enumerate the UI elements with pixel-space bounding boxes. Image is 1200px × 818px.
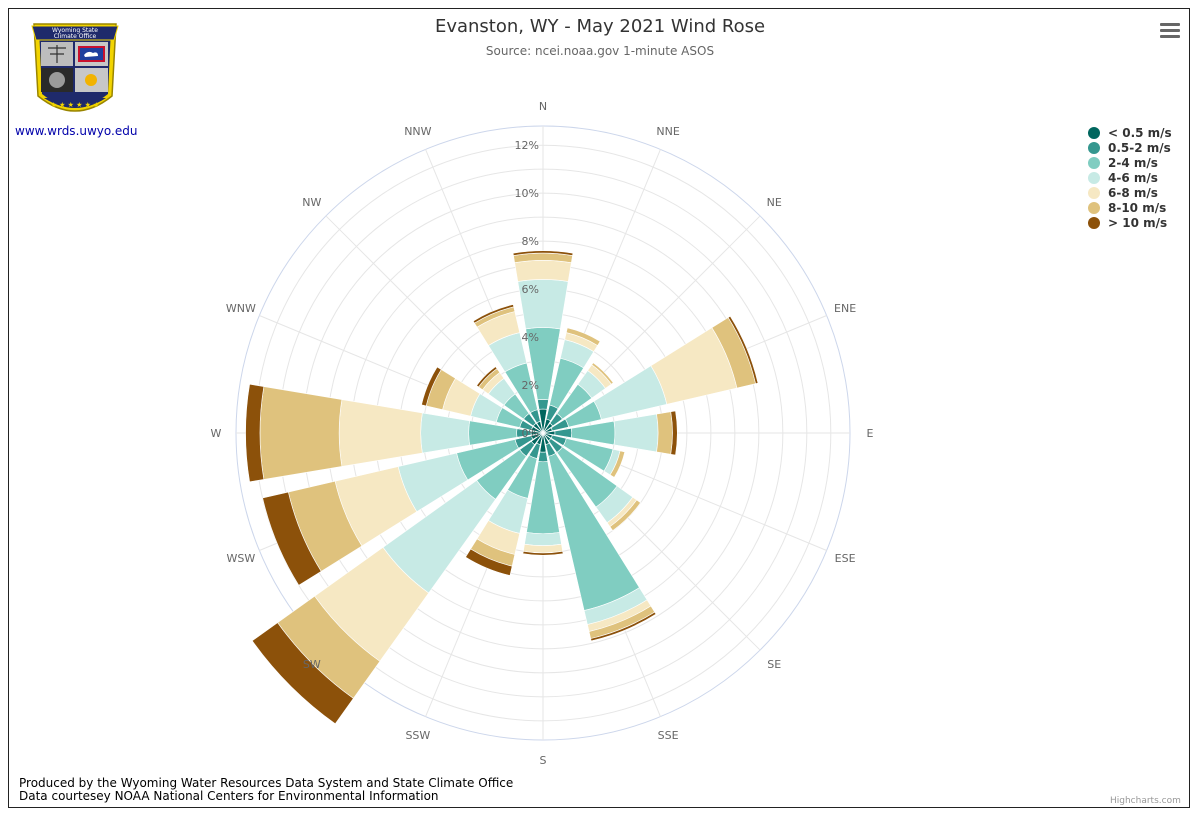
wrds-website-link[interactable]: www.wrds.uwyo.edu bbox=[15, 124, 138, 138]
wind-rose-bar-segment[interactable] bbox=[613, 413, 659, 453]
legend-swatch bbox=[1088, 216, 1100, 229]
radial-tick-label: 6% bbox=[522, 283, 539, 296]
legend-swatch bbox=[1088, 126, 1100, 139]
hamburger-menu-icon bbox=[1160, 29, 1180, 32]
legend-item[interactable]: 8-10 m/s bbox=[1088, 200, 1172, 215]
svg-text:★ ★ ★ ★ ★ ★: ★ ★ ★ ★ ★ ★ bbox=[51, 101, 100, 109]
wind-rose-bar-segment[interactable] bbox=[656, 411, 673, 455]
wind-rose-bar-segment[interactable] bbox=[476, 366, 498, 388]
wind-rose-bar-segment[interactable] bbox=[512, 250, 574, 256]
direction-label: ESE bbox=[835, 552, 856, 565]
wind-rose-bar-segment[interactable] bbox=[524, 532, 562, 546]
footer-producer-line: Produced by the Wyoming Water Resources … bbox=[19, 776, 514, 790]
chart-footer: Produced by the Wyoming Water Resources … bbox=[19, 777, 513, 803]
direction-label: N bbox=[539, 100, 547, 113]
legend-label: 4-6 m/s bbox=[1108, 170, 1158, 185]
legend-swatch bbox=[1088, 186, 1100, 199]
direction-label: NNE bbox=[656, 125, 679, 138]
wind-rose-bars bbox=[245, 250, 759, 725]
chart-subtitle: Source: ncei.noaa.gov 1-minute ASOS bbox=[485, 44, 715, 58]
highcharts-credits-link[interactable]: Highcharts.com bbox=[1110, 796, 1181, 806]
direction-label: W bbox=[211, 427, 222, 440]
radial-tick-label: 12% bbox=[515, 139, 539, 152]
chart-legend: < 0.5 m/s 0.5-2 m/s 2-4 m/s 4-6 m/s 6-8 m/s 8… bbox=[1088, 125, 1172, 230]
shield-logo-icon: Wyoming State Climate Office ★ ★ ★ ★ ★ ★ bbox=[31, 23, 119, 112]
legend-label: 0.5-2 m/s bbox=[1108, 140, 1171, 155]
svg-text:Wyoming State: Wyoming State bbox=[52, 27, 98, 34]
radial-tick-label: 8% bbox=[522, 235, 539, 248]
wind-rose-bar-segment[interactable] bbox=[522, 543, 564, 554]
direction-label: S bbox=[540, 754, 547, 767]
legend-label: 2-4 m/s bbox=[1108, 155, 1158, 170]
wind-rose-bar-segment[interactable] bbox=[670, 410, 678, 456]
direction-label: SSE bbox=[658, 729, 679, 742]
legend-item[interactable]: < 0.5 m/s bbox=[1088, 125, 1172, 140]
wind-rose-bar-segment[interactable] bbox=[609, 499, 641, 531]
legend-item[interactable]: 0.5-2 m/s bbox=[1088, 140, 1172, 155]
radial-tick-label: 4% bbox=[522, 331, 539, 344]
legend-item[interactable]: 6-8 m/s bbox=[1088, 185, 1172, 200]
legend-item[interactable]: 4-6 m/s bbox=[1088, 170, 1172, 185]
wind-rose-bar-segment[interactable] bbox=[245, 383, 265, 483]
direction-label: E bbox=[867, 427, 874, 440]
radial-tick-label: 10% bbox=[515, 187, 539, 200]
direction-label: WSW bbox=[227, 552, 256, 565]
wind-rose-bar-segment[interactable] bbox=[565, 327, 601, 346]
wind-rose-bar-segment[interactable] bbox=[259, 386, 343, 480]
direction-label: NE bbox=[767, 196, 782, 209]
wind-rose-bar-segment[interactable] bbox=[537, 451, 549, 463]
direction-label: ENE bbox=[834, 302, 856, 315]
legend-label: < 0.5 m/s bbox=[1108, 125, 1172, 140]
hamburger-menu-icon bbox=[1160, 35, 1180, 38]
wind-rose-bar-segment[interactable] bbox=[465, 548, 513, 576]
chart-context-menu-button[interactable] bbox=[1158, 20, 1182, 40]
legend-label: 8-10 m/s bbox=[1108, 200, 1167, 215]
climate-office-logo: Wyoming State Climate Office ★ ★ ★ ★ ★ ★ bbox=[28, 18, 122, 128]
wind-rose-bar-segment[interactable] bbox=[421, 366, 442, 407]
legend-item[interactable]: 2-4 m/s bbox=[1088, 155, 1172, 170]
legend-label: 6-8 m/s bbox=[1108, 185, 1158, 200]
wind-rose-bar-segment[interactable] bbox=[262, 491, 322, 586]
chart-title: Evanston, WY - May 2021 Wind Rose bbox=[434, 16, 766, 37]
wind-rose-bar-segment[interactable] bbox=[537, 399, 549, 410]
wind-rose-bar-segment[interactable] bbox=[591, 362, 614, 385]
legend-swatch bbox=[1088, 141, 1100, 154]
legend-label: > 10 m/s bbox=[1108, 215, 1168, 230]
footer-data-line: Data courtesey NOAA National Centers for… bbox=[19, 789, 439, 803]
direction-label: SSW bbox=[405, 729, 430, 742]
direction-label: NNW bbox=[404, 125, 431, 138]
wind-rose-bar-segment[interactable] bbox=[514, 260, 572, 282]
direction-label: SE bbox=[767, 658, 781, 671]
direction-label: SW bbox=[303, 658, 321, 671]
wind-rose-bar-segment[interactable] bbox=[251, 622, 354, 725]
wind-rose-bar-segment[interactable] bbox=[338, 399, 423, 467]
direction-label: WNW bbox=[226, 302, 256, 315]
hamburger-menu-icon bbox=[1160, 23, 1180, 26]
wind-rose-bar-segment[interactable] bbox=[727, 315, 759, 385]
legend-item[interactable]: > 10 m/s bbox=[1088, 215, 1172, 230]
wind-rose-bar-segment[interactable] bbox=[472, 304, 515, 324]
wind-rose-bar-segment[interactable] bbox=[420, 412, 471, 454]
wind-rose-bar-segment[interactable] bbox=[590, 611, 657, 642]
legend-swatch bbox=[1088, 171, 1100, 184]
legend-swatch bbox=[1088, 156, 1100, 169]
legend-swatch bbox=[1088, 201, 1100, 214]
direction-label: NW bbox=[302, 196, 321, 209]
polar-labels: N NNE NE ENE E ESE SE SSE S SSW SW WSW W WNW NW NNW 0% 2%… bbox=[211, 100, 874, 767]
wind-rose-bar-segment[interactable] bbox=[522, 550, 564, 556]
radial-tick-label: 0% bbox=[522, 427, 539, 440]
svg-text:Climate Office: Climate Office bbox=[54, 33, 97, 40]
wind-rose-bar-segment[interactable] bbox=[609, 450, 626, 478]
radial-tick-label: 2% bbox=[522, 379, 539, 392]
